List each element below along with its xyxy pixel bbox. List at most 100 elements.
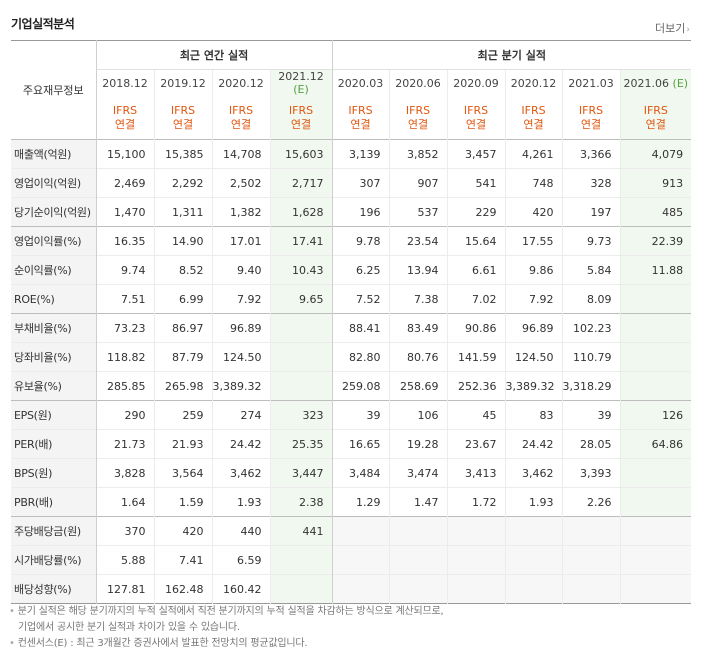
table-row: 당기순이익(억원) 1,470 1,311 1,382 1,628 196 537 229 42… <box>11 197 692 227</box>
table-cell: 124.50 <box>504 342 563 372</box>
table-cell: 2.38 <box>269 487 333 517</box>
ifrs-label: IFRS 연결 <box>95 96 154 140</box>
estimate-mark: (E) <box>293 83 309 97</box>
ifrs-label: IFRS 연결 <box>504 96 563 140</box>
more-label: 더보기 <box>655 22 686 35</box>
table-cell: 259 <box>153 400 212 430</box>
table-cell: 3,457 <box>446 139 506 169</box>
table-cell: 83.49 <box>388 313 448 343</box>
period-header: 2019.12 <box>153 69 212 97</box>
table-cell <box>619 574 692 604</box>
table-cell: 10.43 <box>269 255 333 285</box>
table-cell <box>504 516 563 546</box>
ifrs-label: IFRS 연결 <box>619 96 692 140</box>
table-cell <box>619 487 692 517</box>
table-cell: 274 <box>211 400 270 430</box>
period-header: 2020.06 <box>388 69 448 97</box>
table-cell <box>388 574 448 604</box>
table-cell: 2,469 <box>95 168 154 198</box>
table-cell <box>504 545 563 575</box>
period-header: 2021.06 (E) <box>619 69 692 97</box>
ifrs-label: IFRS 연결 <box>446 96 506 140</box>
more-link[interactable]: 더보기› <box>655 20 690 36</box>
period-header: 2020.03 <box>331 69 390 97</box>
table-cell <box>269 313 333 343</box>
table-cell: 3,564 <box>153 458 212 488</box>
table-cell: 16.65 <box>331 429 390 459</box>
table-cell: 420 <box>504 197 563 227</box>
table-cell: 15.64 <box>446 226 506 256</box>
table-cell: 17.55 <box>504 226 563 256</box>
table-cell: 1.47 <box>388 487 448 517</box>
table-cell: 83 <box>504 400 563 430</box>
table-cell: 141.59 <box>446 342 506 372</box>
table-cell: 14,708 <box>211 139 270 169</box>
table-cell: 7.41 <box>153 545 212 575</box>
period-header: 2020.12 <box>211 69 270 97</box>
table-cell: 118.82 <box>95 342 154 372</box>
table-cell: 1,382 <box>211 197 270 227</box>
table-cell: 6.61 <box>446 255 506 285</box>
period-header-row: 2018.12 2019.12 2020.12 2021.12 (E) 2020.03 2… <box>11 69 692 97</box>
financial-table: 주요재무정보 최근 연간 실적 최근 분기 실적 2018.12 2019.12 2… <box>11 40 692 604</box>
table-row: EPS(원) 290 259 274 323 39 106 45 83 39 126 <box>11 400 692 430</box>
table-cell: 3,852 <box>388 139 448 169</box>
table-cell: 1.59 <box>153 487 212 517</box>
table-cell: 1,311 <box>153 197 212 227</box>
table-cell: 3,139 <box>331 139 390 169</box>
table-cell: 82.80 <box>331 342 390 372</box>
table-cell: 541 <box>446 168 506 198</box>
table-cell: 96.89 <box>211 313 270 343</box>
table-cell <box>619 342 692 372</box>
table-cell: 1.72 <box>446 487 506 517</box>
table-cell: 307 <box>331 168 390 198</box>
table-row: 당좌비율(%) 118.82 87.79 124.50 82.80 80.76 141.59… <box>11 342 692 372</box>
period-header: 2018.12 <box>95 69 154 97</box>
table-cell: 80.76 <box>388 342 448 372</box>
table-cell: 907 <box>388 168 448 198</box>
table-cell: 7.51 <box>95 284 154 314</box>
table-cell: 86.97 <box>153 313 212 343</box>
table-cell: 14.90 <box>153 226 212 256</box>
table-cell: 45 <box>446 400 506 430</box>
table-cell <box>446 545 506 575</box>
table-cell <box>504 574 563 604</box>
footnote-1-cont: 기업에서 공시한 분기 실적과 차이가 있을 수 있습니다. <box>18 622 240 633</box>
table-cell: 13.94 <box>388 255 448 285</box>
footnote-1: • 분기 실적은 해당 분기까지의 누적 실적에서 직전 분기까지의 누적 실적을… <box>9 606 444 617</box>
table-cell: 4,079 <box>619 139 692 169</box>
ifrs-label: IFRS 연결 <box>331 96 390 140</box>
table-cell: 2,292 <box>153 168 212 198</box>
table-cell: 9.65 <box>269 284 333 314</box>
table-cell: 24.42 <box>504 429 563 459</box>
table-cell: 1.64 <box>95 487 154 517</box>
table-cell <box>388 516 448 546</box>
table-cell <box>619 284 692 314</box>
table-cell: 258.69 <box>388 371 448 401</box>
table-cell: 290 <box>95 400 154 430</box>
table-cell: 88.41 <box>331 313 390 343</box>
table-body: 매출액(억원) 15,100 15,385 14,708 15,603 3,139 3,85… <box>11 139 692 604</box>
table-cell: 15,100 <box>95 139 154 169</box>
table-cell: 7.02 <box>446 284 506 314</box>
table-cell: 9.78 <box>331 226 390 256</box>
table-cell <box>269 574 333 604</box>
footnotes: • 분기 실적은 해당 분기까지의 누적 실적에서 직전 분기까지의 누적 실적을… <box>9 604 444 652</box>
table-cell: 370 <box>95 516 154 546</box>
table-cell: 3,389.32 <box>211 371 270 401</box>
table-cell: 124.50 <box>211 342 270 372</box>
table-cell: 323 <box>269 400 333 430</box>
table-cell <box>331 516 390 546</box>
row-label: EPS(원) <box>11 400 96 430</box>
table-cell <box>561 545 621 575</box>
table-row: 시가배당률(%) 5.88 7.41 6.59 <box>11 545 692 575</box>
table-cell: 7.92 <box>211 284 270 314</box>
table-cell: 8.09 <box>561 284 621 314</box>
table-cell: 3,828 <box>95 458 154 488</box>
table-cell: 19.28 <box>388 429 448 459</box>
table-cell: 252.36 <box>446 371 506 401</box>
table-cell: 162.48 <box>153 574 212 604</box>
table-cell: 440 <box>211 516 270 546</box>
table-cell: 39 <box>561 400 621 430</box>
